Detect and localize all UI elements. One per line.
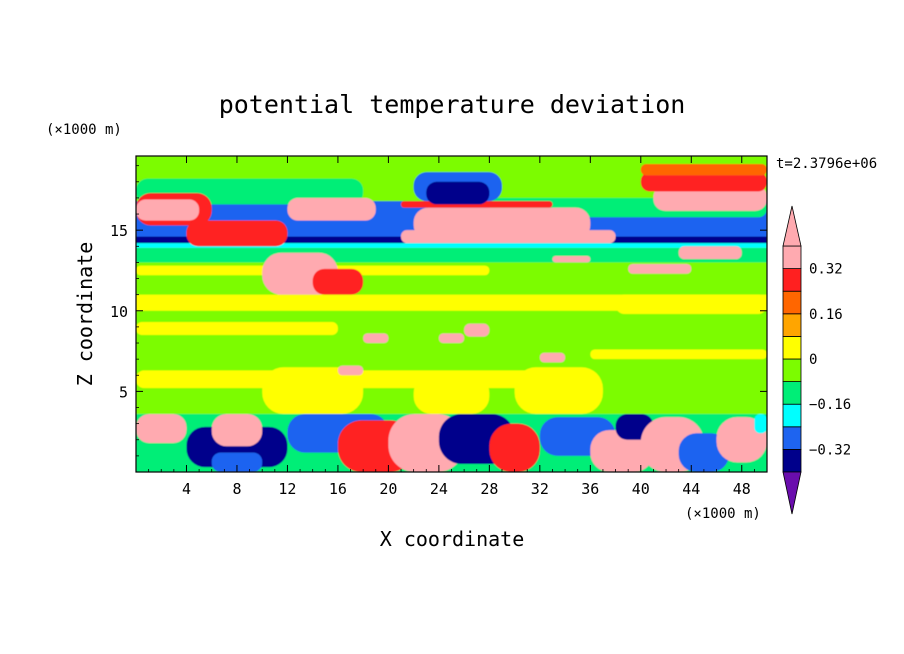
contour-region-30 bbox=[426, 181, 490, 205]
y-axis-unit: (×1000 m) bbox=[46, 122, 122, 138]
x-tick-label: 20 bbox=[379, 480, 397, 498]
contour-region-13 bbox=[136, 243, 767, 248]
contour-region-20 bbox=[136, 199, 200, 221]
contour-region-38 bbox=[464, 323, 490, 337]
contour-region-33 bbox=[628, 264, 692, 274]
contour-region-8 bbox=[413, 375, 490, 414]
colorbar-swatch bbox=[782, 403, 802, 428]
x-axis-label: X coordinate bbox=[380, 527, 525, 551]
colorbar-label: 0.16 bbox=[809, 307, 843, 323]
contour-region-3 bbox=[136, 294, 767, 311]
x-tick-label: 12 bbox=[278, 480, 296, 498]
x-tick-label: 8 bbox=[232, 480, 241, 498]
contour-region-44 bbox=[211, 413, 263, 447]
contour-region-35 bbox=[678, 246, 742, 260]
x-tick-label: 48 bbox=[733, 480, 751, 498]
time-label: t=2.3796e+06 bbox=[776, 156, 877, 172]
colorbar-swatch bbox=[782, 313, 802, 337]
colorbar-label: 0 bbox=[809, 352, 817, 368]
x-tick-label: 44 bbox=[682, 480, 700, 498]
colorbar-top-arrow bbox=[782, 205, 802, 247]
contour-region-42 bbox=[186, 426, 288, 468]
colorbar-swatch bbox=[782, 268, 802, 292]
chart-title: potential temperature deviation bbox=[219, 90, 686, 119]
contour-region-22 bbox=[287, 197, 376, 221]
contour-region-56 bbox=[754, 413, 767, 434]
x-tick-label: 28 bbox=[480, 480, 498, 498]
contour-region-24 bbox=[401, 230, 616, 244]
contour-region-9 bbox=[514, 367, 603, 414]
x-axis-unit: (×1000 m) bbox=[685, 506, 761, 522]
colorbar-swatch bbox=[782, 358, 802, 383]
contour-region-7 bbox=[262, 367, 364, 414]
contour-region-12 bbox=[136, 247, 767, 263]
colorbar: 0.32 0.16 0 −0.16 −0.32 bbox=[782, 205, 851, 515]
contour-region-49 bbox=[489, 423, 540, 472]
contour-region-51 bbox=[590, 430, 654, 472]
contour-region-41 bbox=[136, 413, 187, 443]
y-tick-label: 10 bbox=[110, 303, 128, 321]
x-tick-label: 32 bbox=[531, 480, 549, 498]
contour-region-55 bbox=[716, 417, 767, 463]
colorbar-swatch bbox=[782, 448, 802, 473]
x-tick-label: 24 bbox=[430, 480, 448, 498]
y-tick-label: 5 bbox=[119, 383, 128, 401]
y-axis: 5 10 15 bbox=[110, 165, 767, 457]
colorbar-swatch bbox=[782, 335, 802, 360]
colorbar-label: −0.16 bbox=[809, 397, 851, 413]
plot-area bbox=[136, 156, 767, 472]
colorbar-swatch bbox=[782, 426, 802, 450]
contour-region-27 bbox=[640, 172, 767, 192]
x-tick-label: 4 bbox=[182, 480, 191, 498]
colorbar-label: 0.32 bbox=[809, 262, 843, 278]
colorbar-swatch bbox=[782, 381, 802, 405]
contour-region-40 bbox=[539, 352, 566, 363]
contour-region-28 bbox=[640, 164, 767, 176]
y-axis-label: Z coordinate bbox=[73, 242, 97, 387]
contour-region-43 bbox=[211, 452, 263, 472]
x-tick-label: 36 bbox=[581, 480, 599, 498]
colorbar-label: −0.32 bbox=[809, 442, 851, 458]
colorbar-swatch bbox=[782, 245, 802, 270]
contour-region-37 bbox=[438, 333, 465, 344]
y-tick-label: 15 bbox=[110, 222, 128, 240]
contour-region-4 bbox=[136, 322, 338, 335]
contour-region-34 bbox=[552, 255, 591, 263]
x-axis: 4 8 12 16 20 24 28 32 36 40 44 48 bbox=[148, 156, 755, 498]
contour-region-21 bbox=[186, 220, 288, 247]
x-tick-label: 16 bbox=[329, 480, 347, 498]
colorbar-swatch bbox=[782, 290, 802, 315]
contour-region-39 bbox=[337, 365, 364, 376]
colorbar-bottom-arrow bbox=[782, 471, 802, 515]
x-tick-label: 40 bbox=[632, 480, 650, 498]
contour-region-54 bbox=[678, 433, 730, 472]
contour-region-36 bbox=[363, 333, 389, 344]
contour-region-5 bbox=[590, 349, 767, 360]
contour-region-32 bbox=[312, 268, 364, 295]
contour-region-10 bbox=[615, 294, 767, 314]
